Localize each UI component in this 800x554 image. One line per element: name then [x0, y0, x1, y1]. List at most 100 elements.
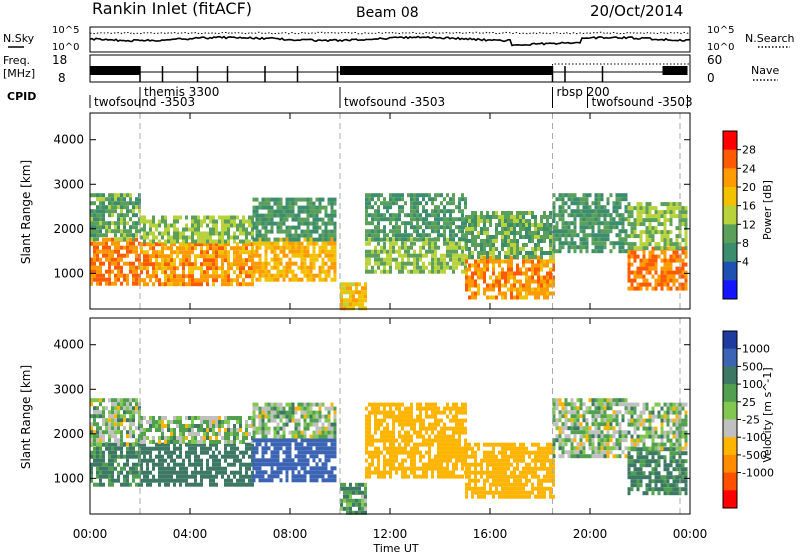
heatmap-cell [167, 231, 170, 236]
heatmap-cell [224, 420, 227, 424]
heatmap-cell [461, 418, 464, 423]
heatmap-cell [468, 295, 471, 300]
heatmap-cell [291, 261, 295, 266]
heatmap-cell [294, 253, 298, 258]
heatmap-cell [261, 478, 265, 483]
nave-label: Nave [751, 64, 779, 77]
heatmap-cell [377, 446, 380, 451]
heatmap-cell [261, 450, 265, 455]
heatmap-cell [221, 262, 224, 267]
heatmap-cell [495, 478, 498, 483]
heatmap-cell [179, 278, 182, 283]
heatmap-cell [507, 263, 510, 268]
heatmap-cell [615, 193, 619, 198]
heatmap-cell [537, 295, 540, 300]
heatmap-cell [306, 249, 310, 254]
heatmap-cell [537, 259, 540, 264]
heatmap-cell [252, 418, 256, 423]
heatmap-cell [483, 223, 486, 227]
heatmap-cell [158, 424, 161, 428]
heatmap-cell [309, 229, 313, 234]
heatmap-cell [531, 263, 534, 268]
heatmap-cell [297, 446, 301, 451]
heatmap-cell [630, 250, 634, 255]
heatmap-cell [333, 446, 337, 451]
heatmap-cell [126, 430, 129, 435]
heatmap-cell [218, 432, 221, 436]
heatmap-cell [416, 474, 419, 479]
heatmap-cell [96, 253, 99, 258]
heatmap-cell [212, 478, 215, 483]
heatmap-cell [120, 406, 123, 411]
heatmap-cell [419, 193, 422, 198]
heatmap-cell [173, 462, 176, 467]
heatmap-cell [282, 213, 286, 218]
heatmap-cell [212, 227, 215, 232]
heatmap-cell [267, 410, 271, 415]
heatmap-cell [528, 251, 531, 255]
heatmap-cell [251, 482, 254, 487]
heatmap-cell [135, 205, 138, 210]
heatmap-cell [93, 482, 96, 487]
heatmap-cell [477, 215, 480, 219]
heatmap-cell [194, 446, 197, 451]
heatmap-cell [282, 249, 286, 254]
heatmap-cell [221, 278, 224, 283]
heatmap-cell [306, 438, 310, 443]
heatmap-cell [437, 442, 440, 447]
heatmap-cell [669, 206, 673, 211]
heatmap-cell [681, 206, 685, 211]
heatmap-cell [401, 237, 404, 242]
heatmap-cell [324, 466, 328, 471]
heatmap-cell [510, 251, 513, 255]
heatmap-cell [123, 201, 126, 206]
heatmap-cell [270, 245, 274, 250]
heatmap-cell [464, 402, 467, 407]
heatmap-cell [324, 426, 328, 431]
heatmap-cell [501, 227, 504, 231]
heatmap-cell [660, 230, 664, 235]
heatmap-cell [443, 446, 446, 451]
heatmap-cell [303, 273, 307, 278]
heatmap-cell [555, 225, 559, 230]
heatmap-cell [224, 478, 227, 483]
heatmap-cell [507, 259, 510, 264]
heatmap-cell [161, 219, 164, 224]
heatmap-cell [630, 254, 634, 259]
heatmap-cell [161, 266, 164, 271]
heatmap-cell [252, 462, 256, 467]
heatmap-cell [465, 259, 468, 264]
heatmap-cell [398, 225, 401, 230]
heatmap-cell [221, 250, 224, 255]
heatmap-cell [327, 470, 331, 475]
heatmap-cell [96, 458, 99, 463]
heatmap-cell [152, 223, 155, 228]
heatmap-cell [227, 450, 230, 455]
heatmap-cell [324, 237, 328, 242]
heatmap-cell [377, 257, 380, 262]
heatmap-cell [321, 442, 325, 447]
heatmap-cell [492, 494, 495, 499]
heatmap-cell [483, 458, 486, 463]
heatmap-cell [374, 233, 377, 238]
heatmap-cell [252, 249, 256, 254]
heatmap-cell [431, 249, 434, 254]
heatmap-cell [374, 450, 377, 455]
heatmap-cell [416, 466, 419, 471]
heatmap-cell [203, 474, 206, 479]
heatmap-cell [96, 446, 99, 451]
heatmap-cell [513, 275, 516, 280]
heatmap-cell [558, 197, 562, 202]
heatmap-cell [446, 426, 449, 431]
heatmap-cell [401, 221, 404, 226]
heatmap-cell [108, 281, 111, 286]
heatmap-cell [552, 255, 555, 259]
heatmap-cell [546, 271, 549, 276]
heatmap-cell [486, 287, 489, 292]
heatmap-cell [176, 282, 179, 287]
heatmap-cell [389, 406, 392, 411]
heatmap-cell [333, 245, 337, 250]
heatmap-cell [327, 265, 331, 270]
heatmap-cell [636, 270, 640, 275]
heatmap-cell [660, 278, 664, 283]
